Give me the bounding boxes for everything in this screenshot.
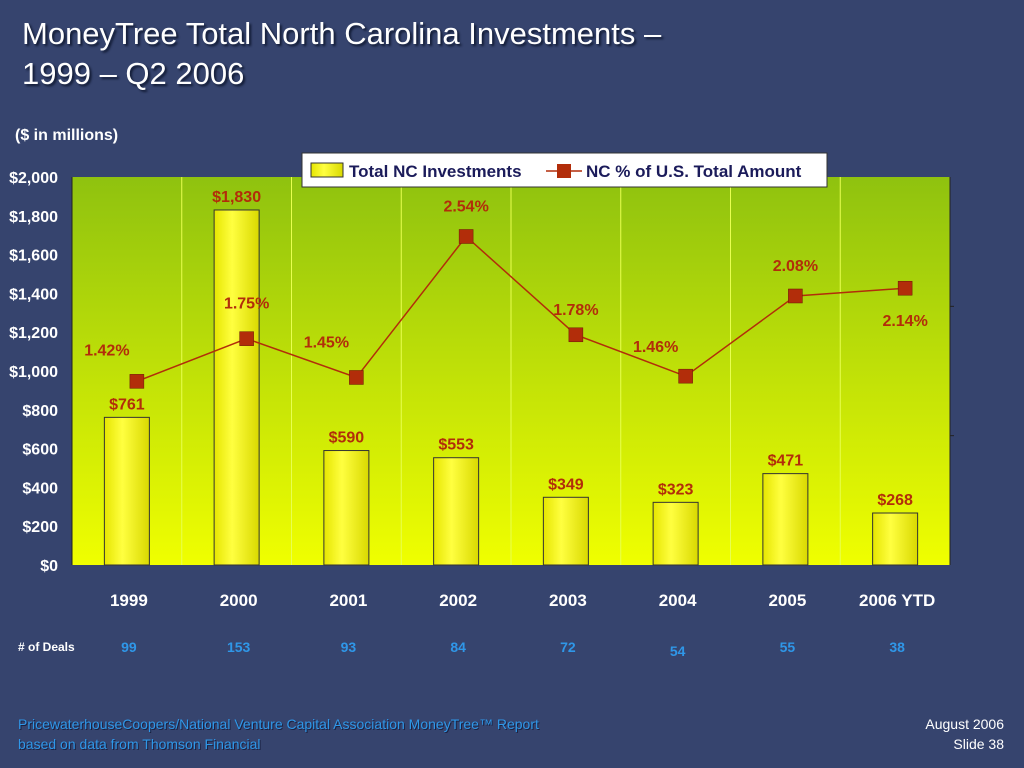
percent-line (136, 235, 906, 383)
x-tick-label: 2006 YTD (859, 591, 935, 610)
bar-value-label: $590 (329, 430, 365, 447)
percent-marker (129, 374, 145, 389)
percent-marker (239, 331, 254, 346)
deals-label: # of Deals (18, 640, 75, 654)
percent-marker (458, 229, 474, 244)
percent-marker (788, 288, 803, 304)
bar (213, 209, 260, 566)
x-tick-label: 2002 (439, 591, 477, 610)
legend-label-percent: NC % of U.S. Total Amount (586, 162, 802, 181)
bar-value-label: $268 (877, 492, 913, 509)
deal-count: 72 (560, 639, 576, 655)
percent-label: 2.54% (443, 198, 488, 215)
deal-count: 38 (889, 639, 905, 655)
bar-value-label: $761 (109, 396, 145, 413)
deal-count: 153 (227, 639, 251, 655)
slide-title-line1: MoneyTree Total North Carolina Investmen… (22, 16, 662, 51)
legend-swatch-marker (557, 164, 571, 178)
slide-title-line2: 1999 – Q2 2006 (22, 56, 245, 91)
slide-number: Slide 38 (953, 736, 1004, 752)
y-tick-label: $1,000 (9, 364, 58, 381)
y-tick-label: $1,200 (9, 325, 58, 342)
x-tick-label: 2004 (659, 591, 697, 610)
bar (762, 473, 809, 566)
x-tick-label: 2001 (329, 591, 367, 610)
legend-label-investments: Total NC Investments (349, 162, 522, 181)
percent-label: 1.46% (633, 339, 678, 356)
percent-label: 1.78% (553, 302, 598, 319)
percent-label: 1.42% (84, 342, 129, 359)
bar (433, 457, 480, 566)
percent-label: 1.75% (224, 296, 269, 313)
bar-value-label: $349 (548, 476, 584, 493)
source-line-1: PricewaterhouseCoopers/National Venture … (18, 716, 539, 732)
bar (872, 512, 919, 566)
source-footnote: PricewaterhouseCoopers/National Venture … (18, 714, 539, 754)
bar-value-label: $471 (768, 453, 804, 470)
x-tick-label: 2000 (220, 591, 258, 610)
y-tick-label: $0 (40, 558, 58, 575)
bar (103, 416, 150, 566)
percent-marker (678, 368, 693, 384)
y-tick-label: $1,600 (9, 248, 58, 265)
slide-title: MoneyTree Total North Carolina Investmen… (22, 14, 922, 94)
deal-count: 84 (450, 639, 466, 655)
percent-label: 1.45% (304, 334, 349, 351)
bar-value-label: $323 (658, 481, 694, 498)
chart-legend: Total NC Investments NC % of U.S. Total A… (301, 152, 828, 188)
source-line-2: based on data from Thomson Financial (18, 736, 261, 752)
deal-count: 55 (780, 639, 796, 655)
y-tick-label: $1,400 (9, 286, 58, 303)
y-tick-label: $200 (22, 519, 58, 536)
x-tick-label: 2003 (549, 591, 587, 610)
slide-date: August 2006 (925, 716, 1004, 732)
bar-value-label: $1,830 (212, 189, 261, 206)
bar-value-label: $553 (438, 437, 474, 454)
bar (652, 501, 699, 566)
percent-label: 2.14% (882, 313, 927, 330)
y-tick-label: $2,000 (9, 170, 58, 187)
deal-count: 99 (121, 639, 137, 655)
x-tick-label: 1999 (110, 591, 148, 610)
bar (323, 450, 370, 566)
percent-marker (897, 280, 913, 296)
percent-label: 2.08% (773, 258, 818, 275)
legend-swatch-bar (310, 162, 344, 178)
x-tick-label: 2005 (768, 591, 806, 610)
units-note: ($ in millions) (15, 127, 119, 144)
percent-marker (349, 370, 364, 385)
percent-marker (568, 327, 584, 343)
y-tick-label: $800 (22, 403, 58, 420)
y-tick-label: $400 (22, 480, 58, 497)
deal-count: 93 (341, 639, 357, 655)
slide-info: August 2006 Slide 38 (925, 714, 1004, 754)
y-tick-label: $1,800 (9, 209, 58, 226)
bar (542, 496, 589, 566)
deal-count: 54 (670, 643, 686, 659)
y-tick-label: $600 (22, 442, 58, 459)
